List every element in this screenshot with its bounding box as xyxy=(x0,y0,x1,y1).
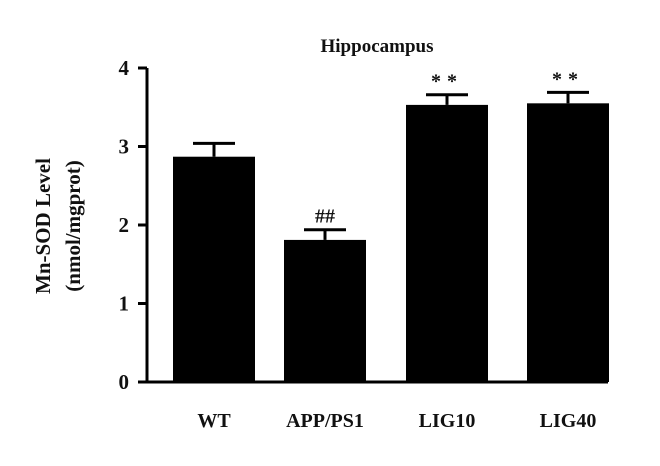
x-category-label: LIG10 xyxy=(419,410,476,432)
y-tick-label: 4 xyxy=(119,56,130,80)
y-axis-title-line-1: Mn-SOD Level xyxy=(31,158,55,294)
y-tick-label: 3 xyxy=(119,135,130,159)
y-tick-label: 2 xyxy=(119,213,130,237)
y-axis-title: Mn-SOD Level (nmol/mgprot) xyxy=(31,158,85,294)
bar-lig10 xyxy=(406,104,488,383)
bar-wt xyxy=(173,156,255,382)
y-tick-label: 0 xyxy=(119,370,130,394)
x-category-label: APP/PS1 xyxy=(286,410,364,432)
y-axis-title-line-2: (nmol/mgprot) xyxy=(61,160,85,291)
y-tick-label: 1 xyxy=(119,292,130,316)
chart-title: Hippocampus xyxy=(321,36,434,57)
significance-marker: ## xyxy=(315,206,335,228)
bar-app-ps1 xyxy=(284,239,366,382)
x-category-label: WT xyxy=(197,410,231,432)
x-category-label: LIG40 xyxy=(540,410,597,432)
significance-marker: ** xyxy=(431,71,463,93)
bar-lig40 xyxy=(527,103,609,382)
significance-marker: ** xyxy=(552,68,584,90)
plot-area: 0 1 2 3 4 WT APP/PS1 ## LIG10 ** LIG40 ** xyxy=(119,56,609,432)
